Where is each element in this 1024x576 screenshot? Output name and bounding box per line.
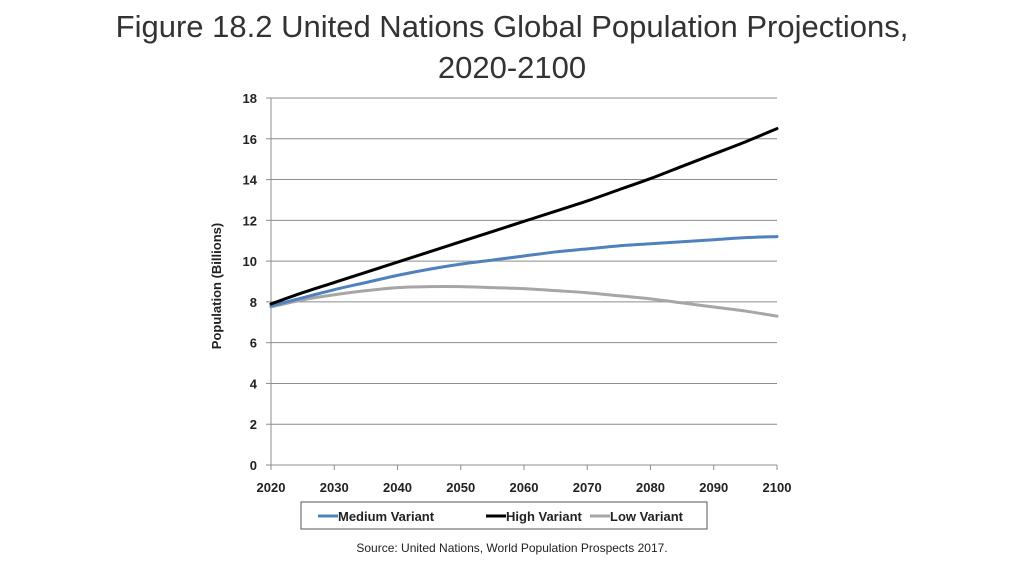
chart-title-line2: 2020-2100 [437,50,587,85]
y-tick-label: 16 [243,132,257,147]
legend: Medium Variant High Variant Low Variant [300,501,708,530]
y-tick-label: 12 [243,213,257,228]
y-tick-label: 2 [250,417,257,432]
x-tick-label: 2050 [446,480,475,495]
series-line-low-variant [269,284,779,318]
source-note: Source: United Nations, World Population… [356,541,668,555]
y-tick-label: 8 [250,295,257,310]
x-tick-label: 2100 [763,480,792,495]
y-tick-label: 0 [250,458,257,473]
x-tick-label: 2040 [383,480,412,495]
chart-title: Figure 18.2 United Nations Global Popula… [60,6,964,88]
y-tick-label: 14 [243,173,258,188]
x-tick-label: 2070 [573,480,602,495]
y-tick-label: 4 [250,376,258,391]
chart-title-line1: Figure 18.2 United Nations Global Popula… [115,9,909,44]
x-tick-label: 2030 [320,480,349,495]
tick-layer: 0 2 4 6 8 10 12 14 16 18 2020 2030 2040 2050 2060 2070 2… [243,91,792,495]
x-tick-label: 2060 [510,480,539,495]
legend-label-low-variant: Low Variant [610,509,684,524]
grid-layer [266,97,778,470]
legend-label-medium-variant: Medium Variant [338,509,435,524]
x-tick-label: 2020 [257,480,286,495]
x-tick-label: 2090 [699,480,728,495]
legend-box [300,501,708,530]
y-tick-label: 18 [243,91,257,106]
legend-label-high-variant: High Variant [506,509,583,524]
series-line-medium-variant [269,235,779,308]
y-axis-label: Population (Billions) [209,223,224,349]
series-line-high-variant [269,127,779,306]
legend-items: Medium Variant High Variant Low Variant [318,509,684,524]
x-tick-label: 2080 [636,480,665,495]
series-layer [269,127,779,318]
y-tick-label: 10 [243,254,257,269]
y-tick-label: 6 [250,336,257,351]
